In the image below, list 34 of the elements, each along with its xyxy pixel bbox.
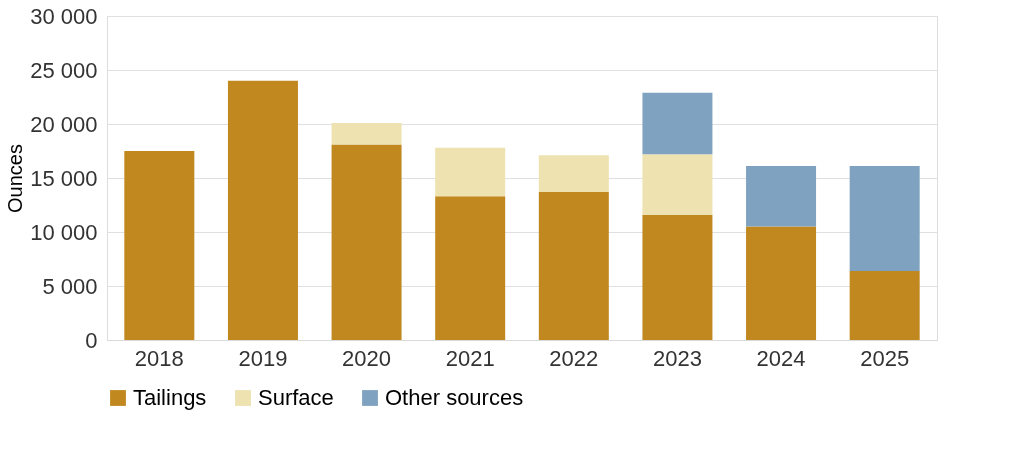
bar xyxy=(538,192,609,340)
bar xyxy=(642,92,713,155)
bar xyxy=(435,196,506,340)
y-tick-label: 20 000 xyxy=(30,111,98,137)
bar xyxy=(124,151,195,340)
bar xyxy=(642,214,713,340)
x-tick-label: 2021 xyxy=(445,345,495,371)
bar xyxy=(746,226,817,340)
y-tick-label: 0 xyxy=(85,327,98,353)
bar xyxy=(331,122,402,145)
y-axis-title: Ounces xyxy=(4,144,27,213)
legend-label: Surface xyxy=(258,385,334,410)
y-tick-label: 10 000 xyxy=(30,219,98,245)
bar xyxy=(538,155,609,193)
bar xyxy=(331,144,402,340)
x-tick-label: 2019 xyxy=(238,345,288,371)
x-tick-label: 2020 xyxy=(342,345,392,371)
bar xyxy=(435,147,506,197)
bar xyxy=(849,166,920,271)
y-tick-label: 5 000 xyxy=(42,273,98,299)
x-tick-label: 2025 xyxy=(860,345,910,371)
bar xyxy=(746,166,817,227)
x-tick-label: 2023 xyxy=(652,345,702,371)
x-tick-label: 2018 xyxy=(134,345,184,371)
x-tick-label: 2022 xyxy=(549,345,599,371)
bar xyxy=(227,80,298,340)
legend-label: Tailings xyxy=(133,385,207,410)
bar xyxy=(642,154,713,215)
legend-label: Other sources xyxy=(385,385,524,410)
y-tick-label: 30 000 xyxy=(30,3,98,29)
bar xyxy=(849,270,920,340)
y-tick-label: 15 000 xyxy=(30,165,98,191)
y-tick-label: 25 000 xyxy=(30,57,98,83)
x-tick-label: 2024 xyxy=(756,345,806,371)
